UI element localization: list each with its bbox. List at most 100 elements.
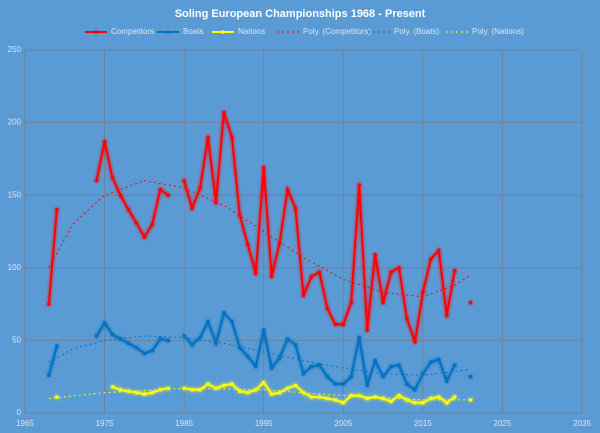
legend-marker — [221, 30, 225, 34]
marker — [381, 300, 385, 305]
marker — [253, 387, 258, 392]
marker — [452, 268, 457, 273]
marker — [421, 401, 425, 405]
marker — [269, 366, 274, 370]
marker — [341, 401, 346, 405]
legend-marker — [166, 30, 170, 34]
marker — [333, 398, 338, 402]
marker — [468, 398, 473, 402]
marker — [413, 340, 417, 344]
marker — [253, 271, 258, 276]
marker — [365, 328, 369, 333]
marker — [373, 358, 377, 363]
marker — [325, 396, 330, 401]
marker — [349, 300, 354, 305]
marker — [110, 175, 115, 180]
marker — [389, 399, 393, 404]
marker — [436, 357, 441, 362]
marker — [206, 135, 210, 139]
series — [48, 387, 471, 401]
marker — [405, 398, 409, 402]
y-tick-label: 150 — [8, 190, 22, 199]
series — [47, 311, 472, 392]
marker — [293, 342, 298, 347]
legend-label: Poly. (Nations) — [472, 27, 524, 36]
series — [55, 381, 472, 405]
marker — [365, 396, 369, 401]
marker — [150, 222, 155, 227]
marker — [436, 248, 441, 253]
marker — [134, 220, 139, 225]
legend-marker — [94, 30, 98, 34]
x-tick-label: 2035 — [573, 419, 591, 428]
marker — [373, 252, 377, 257]
marker — [230, 382, 234, 386]
legend-label: Competitors — [111, 27, 154, 36]
x-tick-label: 1995 — [255, 419, 273, 428]
marker — [341, 322, 346, 327]
marker — [150, 348, 155, 353]
marker — [142, 235, 147, 240]
marker — [444, 401, 449, 405]
marker — [110, 385, 115, 389]
legend-label: Poly. (Competitors) — [303, 27, 371, 36]
marker — [277, 356, 282, 360]
marker — [47, 373, 51, 378]
marker — [444, 379, 449, 383]
marker — [317, 270, 322, 274]
marker — [126, 207, 131, 212]
marker — [230, 319, 234, 324]
marker — [325, 306, 330, 311]
trend-line — [48, 387, 471, 401]
x-tick-label: 1975 — [96, 419, 114, 428]
marker — [277, 390, 282, 395]
marker — [341, 382, 346, 386]
marker — [269, 274, 274, 279]
x-tick-label: 1965 — [16, 419, 34, 428]
marker — [206, 382, 210, 386]
marker — [444, 313, 449, 318]
marker — [413, 401, 417, 405]
marker — [389, 270, 393, 274]
marker — [126, 389, 131, 394]
marker — [301, 371, 306, 376]
marker — [246, 354, 250, 359]
marker — [94, 334, 99, 338]
marker — [309, 395, 314, 399]
series — [48, 335, 471, 376]
series — [48, 180, 471, 298]
marker — [134, 345, 139, 350]
marker — [190, 342, 194, 347]
marker — [468, 300, 473, 305]
marker — [317, 395, 322, 399]
marker — [230, 135, 234, 139]
marker — [405, 382, 409, 386]
marker — [333, 322, 338, 327]
trend-line — [48, 335, 471, 376]
marker — [182, 178, 186, 183]
marker — [436, 395, 441, 399]
chart-title: Soling European Championships 1968 - Pre… — [175, 8, 426, 20]
series — [47, 111, 472, 344]
y-tick-label: 50 — [12, 336, 21, 345]
marker — [118, 193, 123, 197]
marker — [429, 257, 433, 261]
marker — [269, 392, 274, 396]
legend-label: Nations — [238, 27, 265, 36]
marker — [246, 390, 250, 395]
marker — [182, 334, 186, 338]
marker — [365, 383, 369, 388]
marker — [214, 386, 218, 391]
marker — [317, 363, 322, 367]
marker — [293, 206, 298, 211]
marker — [198, 335, 202, 340]
x-tick-label: 1985 — [175, 419, 193, 428]
marker — [285, 386, 290, 391]
marker — [309, 364, 314, 369]
marker — [222, 383, 226, 388]
marker — [142, 392, 147, 396]
marker — [452, 363, 457, 367]
marker — [397, 266, 401, 270]
marker — [190, 387, 194, 392]
